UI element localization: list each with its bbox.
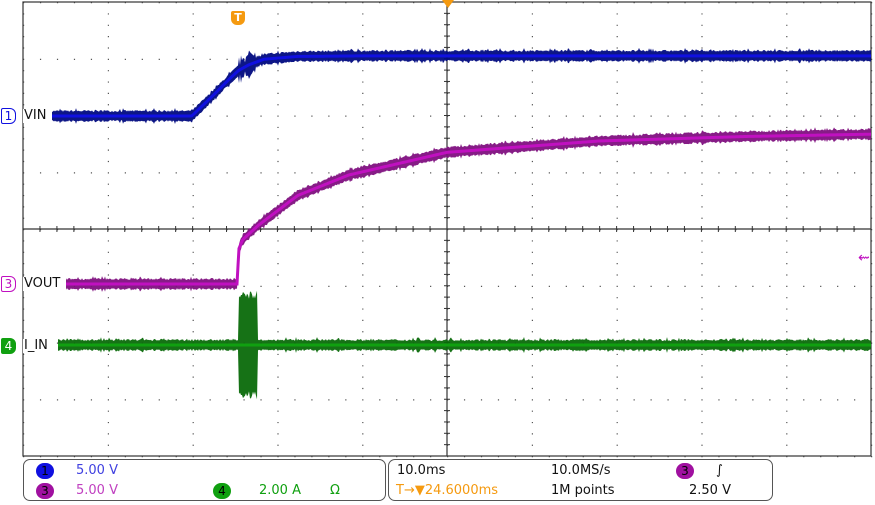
ch4-badge[interactable]: 4: [213, 483, 231, 499]
ch3-badge[interactable]: 3: [36, 483, 54, 499]
trigger-delay[interactable]: T→▼24.6000ms: [396, 483, 498, 499]
record-length[interactable]: 1M points: [551, 483, 615, 498]
ch4-scale[interactable]: 2.00 A: [259, 483, 301, 498]
acquisition-settings-panel: 10.0ms 10.0MS/s 3 ∫ T→▼24.6000ms 1M poin…: [388, 459, 773, 501]
ch1-ground-marker[interactable]: 1: [1, 108, 16, 124]
ch3-ground-marker[interactable]: 3: [1, 276, 16, 292]
ch1-scale[interactable]: 5.00 V: [76, 463, 118, 478]
ch4-label: I_IN: [23, 338, 48, 353]
trigger-level-arrow-icon[interactable]: ⇜: [858, 250, 870, 266]
trace-envelope-vin: [52, 47, 871, 124]
ch4-termination-symbol: Ω: [330, 483, 340, 498]
waveform-display: [22, 1, 873, 458]
trace-vout: [66, 132, 872, 286]
ch3-scale[interactable]: 5.00 V: [76, 483, 118, 498]
ch4-ground-marker[interactable]: 4: [1, 338, 16, 354]
ch1-label: VIN: [23, 108, 47, 123]
trigger-delay-icon: T→▼: [396, 483, 425, 498]
horizontal-position-icon[interactable]: [442, 0, 454, 8]
time-per-div[interactable]: 10.0ms: [397, 463, 446, 478]
trigger-delay-value: 24.6000ms: [424, 483, 499, 498]
ch1-badge[interactable]: 1: [36, 463, 54, 479]
sample-rate: 10.0MS/s: [551, 463, 611, 478]
trigger-slope-icon[interactable]: ∫: [716, 463, 723, 478]
trace-vin: [52, 54, 871, 118]
channel-settings-panel: 1 5.00 V 3 5.00 V 4 2.00 A Ω: [23, 459, 386, 501]
trigger-position-marker[interactable]: T: [231, 11, 245, 25]
trigger-level[interactable]: 2.50 V: [689, 483, 731, 498]
ch3-label: VOUT: [23, 276, 61, 291]
trigger-source-badge[interactable]: 3: [676, 463, 694, 479]
